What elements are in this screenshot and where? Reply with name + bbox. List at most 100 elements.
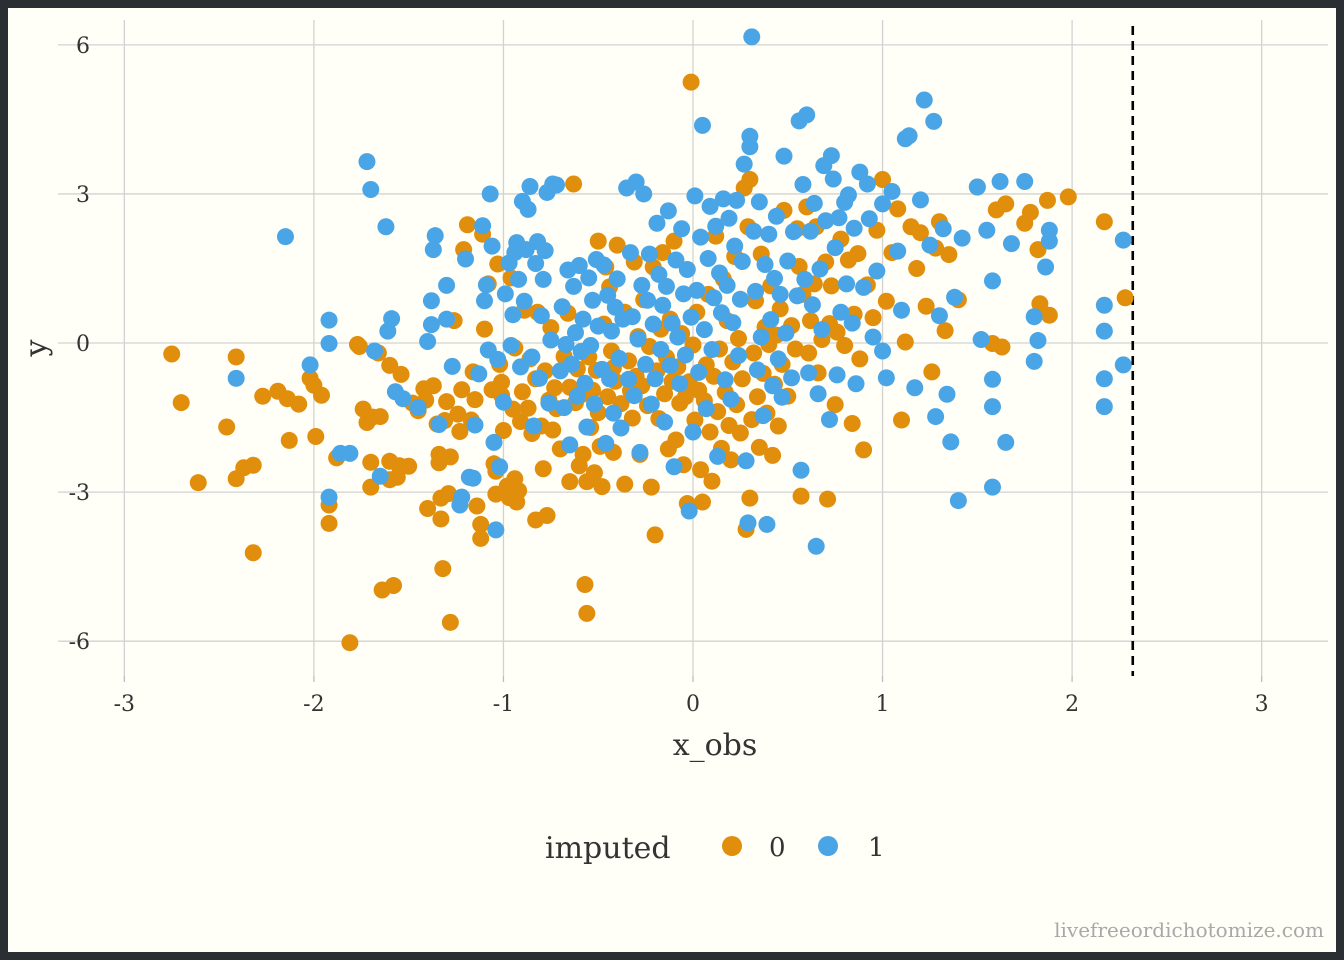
point-imputed-1 [752, 328, 770, 346]
point-imputed-0 [654, 244, 672, 262]
point-imputed-1 [942, 433, 960, 451]
point-imputed-1 [657, 277, 675, 295]
point-imputed-0 [172, 394, 190, 412]
point-imputed-0 [733, 370, 751, 388]
point-imputed-1 [565, 277, 583, 295]
point-imputed-0 [576, 576, 594, 594]
point-imputed-1 [494, 393, 512, 411]
point-imputed-0 [1040, 306, 1058, 324]
point-imputed-0 [163, 345, 181, 363]
point-imputed-0 [189, 474, 207, 492]
point-imputed-1 [563, 355, 581, 373]
point-imputed-1 [845, 219, 863, 237]
point-imputed-0 [534, 460, 552, 478]
point-imputed-1 [555, 399, 573, 417]
point-imputed-0 [792, 487, 810, 505]
point-imputed-0 [475, 320, 493, 338]
y-tick-label: 0 [76, 332, 90, 357]
point-imputed-0 [468, 497, 486, 515]
point-imputed-1 [424, 241, 442, 259]
point-imputed-0 [519, 399, 537, 417]
point-imputed-1 [483, 237, 501, 255]
point-imputed-1 [644, 315, 662, 333]
point-imputed-0 [893, 411, 911, 429]
point-imputed-1 [1095, 370, 1113, 388]
point-imputed-1 [512, 358, 530, 376]
point-imputed-1 [604, 404, 622, 422]
point-imputed-1 [639, 291, 657, 309]
point-imputed-0 [424, 377, 442, 395]
point-imputed-1 [438, 276, 456, 294]
point-imputed-1 [640, 245, 658, 263]
point-imputed-1 [466, 416, 484, 434]
point-imputed-1 [758, 515, 776, 533]
point-imputed-1 [798, 106, 816, 124]
point-imputed-0 [786, 340, 804, 358]
point-imputed-0 [741, 171, 759, 189]
point-imputed-1 [557, 336, 575, 354]
point-imputed-0 [642, 478, 660, 496]
point-imputed-1 [733, 253, 751, 271]
point-imputed-1 [491, 458, 509, 476]
point-imputed-0 [936, 322, 954, 340]
point-imputed-0 [512, 413, 530, 431]
point-imputed-1 [707, 217, 725, 235]
point-imputed-1 [760, 225, 778, 243]
point-imputed-1 [1095, 322, 1113, 340]
point-imputed-1 [443, 357, 461, 375]
point-imputed-1 [838, 275, 856, 293]
point-imputed-1 [769, 350, 787, 368]
point-imputed-1 [610, 349, 628, 367]
y-tick-label: -3 [69, 481, 90, 506]
point-imputed-0 [350, 338, 368, 356]
point-imputed-0 [439, 485, 457, 503]
point-imputed-1 [978, 221, 996, 239]
point-imputed-1 [680, 502, 698, 520]
point-imputed-0 [646, 526, 664, 544]
point-imputed-1 [474, 217, 492, 235]
x-axis-title: x_obs [673, 728, 758, 763]
x-tick-label: 1 [876, 692, 890, 717]
watermark-caption: livefreeordichotomize.com [1054, 918, 1324, 942]
point-imputed-0 [911, 224, 929, 242]
y-axis-title: y [19, 339, 54, 357]
point-imputed-1 [487, 521, 505, 539]
point-imputed-1 [1002, 235, 1020, 253]
point-imputed-1 [690, 363, 708, 381]
point-imputed-0 [362, 453, 380, 471]
point-imputed-1 [1114, 231, 1132, 249]
point-imputed-0 [451, 422, 469, 440]
point-imputed-1 [470, 365, 488, 383]
point-imputed-0 [826, 396, 844, 414]
point-imputed-1 [739, 514, 757, 532]
point-imputed-1 [874, 195, 892, 213]
point-imputed-1 [582, 337, 600, 355]
point-imputed-0 [593, 478, 611, 496]
point-imputed-0 [997, 195, 1015, 213]
point-imputed-1 [320, 335, 338, 353]
point-imputed-1 [824, 170, 842, 188]
point-imputed-1 [968, 178, 986, 196]
point-imputed-1 [635, 185, 653, 203]
point-imputed-1 [475, 292, 493, 310]
point-imputed-1 [783, 369, 801, 387]
point-imputed-1 [983, 272, 1001, 290]
point-imputed-0 [896, 333, 914, 351]
point-imputed-0 [438, 393, 456, 411]
point-imputed-1 [625, 387, 643, 405]
point-imputed-1 [735, 155, 753, 173]
point-imputed-1 [767, 207, 785, 225]
point-imputed-0 [822, 277, 840, 295]
point-imputed-1 [784, 223, 802, 241]
point-imputed-1 [663, 314, 681, 332]
point-imputed-1 [504, 306, 522, 324]
point-imputed-0 [538, 506, 556, 524]
point-imputed-1 [580, 269, 598, 287]
plot-frame: -3 -2 -1 0 1 2 3 -6 -3 0 3 6 x_obs y imputed 0 1 l… [8, 8, 1336, 952]
point-imputed-1 [570, 257, 588, 275]
point-imputed-1 [341, 444, 359, 462]
point-imputed-1 [521, 177, 539, 195]
point-imputed-0 [341, 634, 359, 652]
point-imputed-0 [546, 379, 564, 397]
point-imputed-1 [729, 346, 747, 364]
